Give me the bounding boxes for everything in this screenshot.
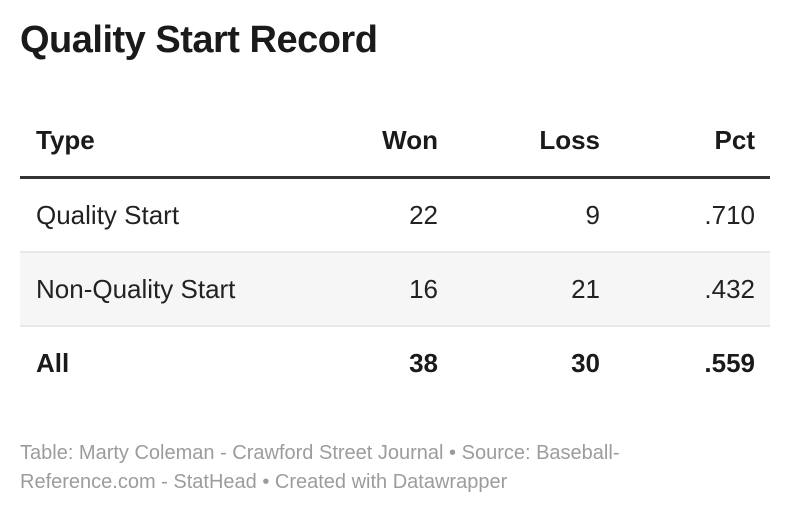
column-header-won: Won: [270, 104, 438, 179]
datawrapper-table-visual: Quality Start Record Type Won Loss Pct Q…: [0, 16, 790, 514]
cell-pct: .710: [704, 200, 755, 230]
table-row-all-total: All 38 30 .559: [20, 326, 770, 399]
cell-loss: 21: [571, 274, 600, 304]
table-header-row: Type Won Loss Pct: [20, 104, 770, 179]
cell-pct: .559: [704, 348, 755, 378]
column-header-loss: Loss: [438, 104, 600, 179]
cell-type: Non-Quality Start: [36, 274, 236, 304]
table-footnote: Table: Marty Coleman - Crawford Street J…: [20, 442, 620, 493]
cell-loss: 9: [585, 200, 600, 230]
cell-won: 38: [409, 348, 438, 378]
chart-title: Quality Start Record: [20, 19, 378, 61]
table-row-non-quality-start: Non-Quality Start 16 21 .432: [20, 252, 770, 326]
cell-type: All: [36, 348, 70, 378]
column-header-pct: Pct: [600, 104, 770, 179]
cell-won: 16: [409, 274, 438, 304]
table-row-quality-start: Quality Start 22 9 .710: [20, 178, 770, 253]
cell-pct: .432: [704, 274, 755, 304]
cell-won: 22: [409, 200, 438, 230]
cell-loss: 30: [571, 348, 600, 378]
column-header-type: Type: [20, 104, 270, 179]
cell-type: Quality Start: [36, 200, 180, 230]
quality-start-table: Type Won Loss Pct Quality Start 22 9 .71…: [20, 104, 770, 399]
